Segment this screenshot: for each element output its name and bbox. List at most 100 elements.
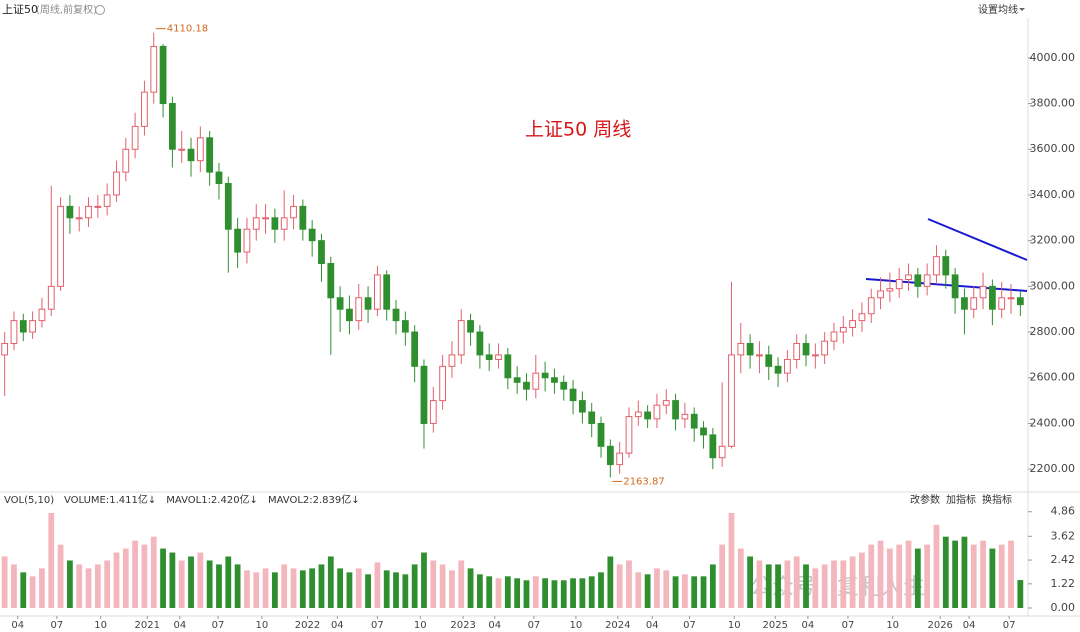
volume-bar [188, 556, 194, 608]
candle-body [168, 103, 176, 150]
candle-body [308, 228, 316, 242]
candle-body [662, 400, 670, 406]
candle-body [625, 416, 633, 454]
volume-bar [598, 572, 604, 608]
volume-bar [122, 548, 129, 608]
volume-bar [691, 576, 698, 608]
volume-bar [476, 574, 483, 608]
volume-bar [337, 568, 344, 608]
volume-bar [178, 560, 185, 608]
volume-bar [39, 568, 45, 608]
volume-bar [383, 570, 390, 608]
volume-bar [290, 568, 297, 608]
x-tick-label: 10 [886, 620, 899, 631]
x-tick-label: 07 [683, 620, 696, 631]
x-tick-label: 10 [728, 620, 741, 631]
volume-bar [430, 560, 437, 608]
volume-bar [719, 544, 726, 608]
volume-bar [1, 556, 8, 608]
volume-bar [803, 564, 809, 608]
volume-bar [579, 578, 586, 608]
volume-bar [206, 560, 213, 608]
x-tick-label: 2023 [450, 620, 475, 631]
volume-bar [942, 536, 949, 608]
volume-bar [681, 574, 688, 608]
volume-bar [989, 548, 996, 608]
candle-body [57, 205, 64, 287]
volume-bar [421, 552, 427, 608]
candle-body [103, 194, 111, 207]
y-tick-label: 3800.00 [1030, 97, 1076, 110]
x-tick-label: 07 [212, 620, 225, 631]
ma-button[interactable]: 设置均线 [978, 3, 1018, 16]
volume-bar [104, 560, 111, 608]
x-tick-label: 07 [842, 620, 855, 631]
candle-body [774, 365, 782, 374]
candle-body [429, 400, 437, 424]
candle-body [895, 278, 903, 290]
volume-bar [933, 524, 940, 608]
candle-body [47, 285, 55, 310]
candle-body [1007, 297, 1015, 300]
candle-body [551, 377, 558, 383]
candle-body [942, 256, 950, 276]
candle-body [737, 342, 745, 356]
candle-body [886, 288, 894, 292]
volume-bar [234, 564, 241, 608]
volume-bar [271, 572, 278, 608]
y-tick-label: 1.22 [1051, 577, 1076, 590]
candle-body [728, 354, 735, 447]
candle-body [951, 274, 959, 299]
candle-body [690, 413, 698, 429]
candle-body [29, 320, 37, 333]
candle-body [560, 381, 568, 390]
volume-bar [859, 552, 865, 608]
volume-bar [747, 556, 754, 608]
y-tick-label: 4.86 [1051, 505, 1076, 518]
candle-body [998, 297, 1006, 310]
candle-body [85, 205, 92, 219]
candle-body [1016, 297, 1024, 306]
candle-body [94, 205, 102, 208]
y-tick-label: 0.00 [1051, 601, 1076, 614]
candle-body [336, 297, 344, 310]
volume-bar [1008, 540, 1014, 608]
candle-body [718, 445, 726, 459]
volume-button[interactable]: 改参数 [910, 493, 940, 506]
volume-bar [831, 560, 837, 608]
volume-bar [626, 560, 632, 608]
dropdown-arrow [1019, 8, 1025, 11]
volume-bar [970, 544, 977, 608]
y-tick-label: 3600.00 [1030, 142, 1076, 155]
volume-bar [514, 578, 521, 608]
y-tick-label: 2800.00 [1030, 325, 1076, 338]
volume-readout: MAVOL1:2.420亿↓ [166, 493, 258, 506]
volume-bar [365, 574, 371, 608]
volume-bar [1017, 580, 1024, 608]
settings-icon[interactable] [95, 5, 105, 15]
x-tick-label: 2021 [135, 620, 160, 631]
candle-body [513, 377, 521, 383]
volume-bar [877, 540, 884, 608]
volume-bar [169, 552, 176, 608]
candle-body [653, 404, 661, 420]
volume-bar [299, 570, 306, 608]
volume-bar [663, 570, 670, 608]
candle-body [448, 354, 456, 367]
volume-bar [355, 568, 362, 608]
volume-button[interactable]: 加指标 [946, 493, 976, 506]
volume-bar [896, 544, 903, 608]
x-tick-label: 07 [528, 620, 541, 631]
candle-body [355, 297, 363, 322]
volume-button[interactable]: 换指标 [982, 493, 1012, 506]
candle-body [66, 205, 74, 219]
volume-bar [849, 556, 856, 608]
candle-body [597, 422, 605, 447]
candle-body [401, 320, 409, 333]
candle-body [821, 340, 829, 356]
volume-bar [495, 578, 502, 608]
volume-bar [607, 556, 614, 608]
candle-body [923, 274, 931, 287]
